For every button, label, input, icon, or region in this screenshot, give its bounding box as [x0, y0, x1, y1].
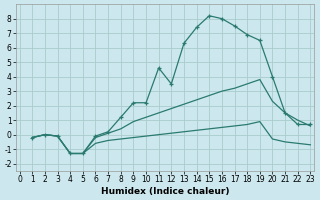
- X-axis label: Humidex (Indice chaleur): Humidex (Indice chaleur): [101, 187, 229, 196]
